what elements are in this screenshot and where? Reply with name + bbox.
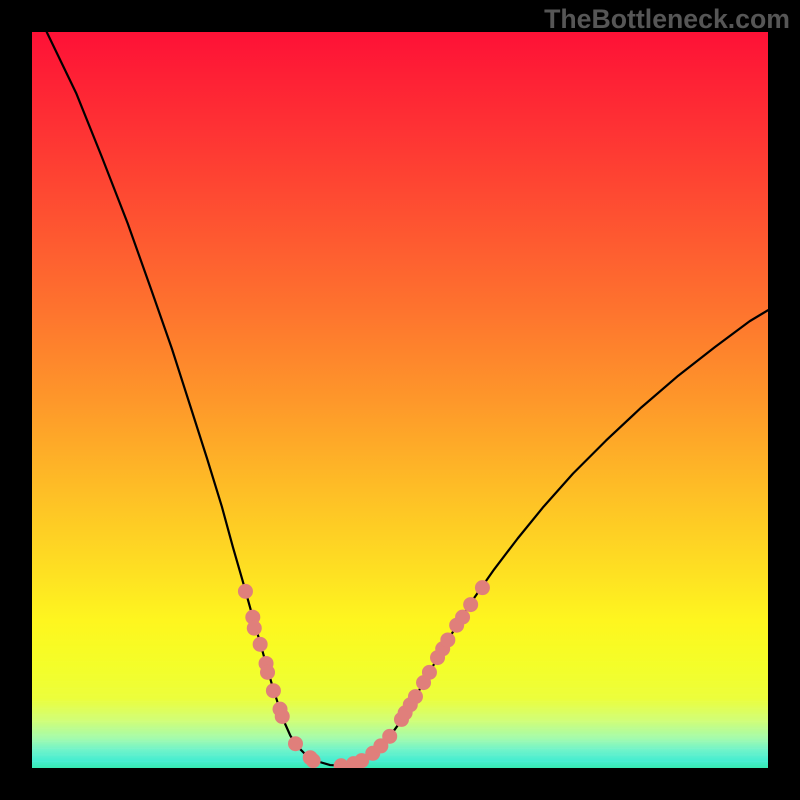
curve-marker — [247, 621, 262, 636]
gradient-band — [32, 674, 768, 682]
watermark-text: TheBottleneck.com — [544, 4, 790, 35]
gradient-band — [32, 661, 768, 669]
bottleneck-curve-layer — [32, 32, 768, 768]
curve-marker — [275, 709, 290, 724]
gradient-band — [32, 755, 768, 763]
gradient-band — [32, 735, 768, 743]
curve-marker — [422, 665, 437, 680]
curve-marker — [455, 610, 470, 625]
gradient-band — [32, 627, 768, 635]
gradient-band — [32, 741, 768, 749]
curve-marker — [306, 753, 321, 768]
gradient-band — [32, 648, 768, 656]
curve-marker — [253, 637, 268, 652]
curve-marker — [463, 597, 478, 612]
curve-marker — [475, 580, 490, 595]
gradient-band — [32, 654, 768, 662]
gradient-band — [32, 621, 768, 629]
curve-marker — [440, 632, 455, 647]
gradient-band — [32, 634, 768, 642]
plot-area — [32, 32, 768, 768]
curve-marker — [260, 665, 275, 680]
gradient-band — [32, 681, 768, 689]
gradient-band — [32, 748, 768, 756]
gradient-band — [32, 641, 768, 649]
curve-marker — [238, 584, 253, 599]
curve-marker — [266, 683, 281, 698]
gradient-band — [32, 688, 768, 696]
curve-marker — [382, 729, 397, 744]
gradient-band — [32, 761, 768, 768]
gradient-band — [32, 668, 768, 676]
gradient-band — [32, 728, 768, 736]
curve-marker — [288, 736, 303, 751]
gradient-band — [32, 694, 768, 702]
curve-marker — [408, 689, 423, 704]
